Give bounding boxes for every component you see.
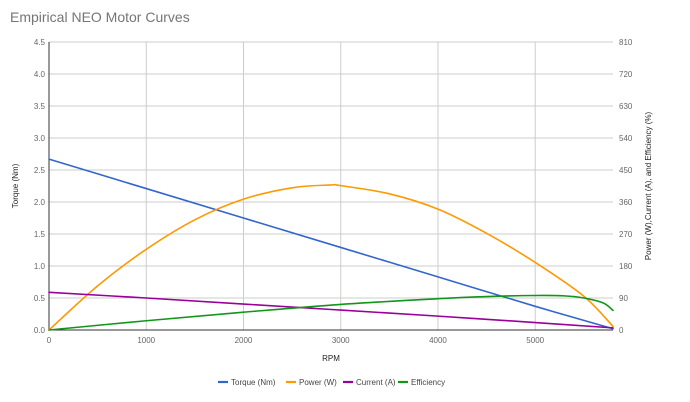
- x-tick-label: 3000: [332, 336, 350, 345]
- chart-axes: [48, 42, 613, 331]
- y-right-axis-label: Power (W),Current (A), and Efficiency (%…: [644, 112, 653, 261]
- chart-legend: Torque (Nm) Power (W) Current (A) Efficienc…: [218, 378, 445, 387]
- x-tick-label: 4000: [429, 336, 447, 345]
- legend-label-current-a: Current (A): [356, 378, 396, 387]
- y-left-tick-label: 0.0: [34, 326, 46, 335]
- series-line-power-w: [48, 183, 614, 331]
- legend-label-power-w: Power (W): [299, 378, 337, 387]
- y-left-tick-label: 1.5: [34, 230, 46, 239]
- series-line-efficiency: [48, 294, 614, 331]
- y-left-axis-label: Torque (Nm): [11, 163, 20, 208]
- series-line-torque-nm: [48, 158, 614, 330]
- x-tick-label: 1000: [137, 336, 155, 345]
- y-right-tick-label: 180: [619, 262, 633, 271]
- x-tick-label: 0: [47, 336, 52, 345]
- y-left-tick-label: 3.5: [34, 102, 46, 111]
- y-left-tick-label: 1.0: [34, 262, 46, 271]
- chart-title: Empirical NEO Motor Curves: [10, 9, 190, 25]
- legend-label-torque-nm: Torque (Nm): [231, 378, 276, 387]
- y-right-tick-label: 0: [619, 326, 624, 335]
- x-tick-label: 2000: [235, 336, 253, 345]
- legend-label-efficiency: Efficiency: [411, 378, 445, 387]
- y-right-tick-label: 720: [619, 70, 633, 79]
- y-left-tick-label: 3.0: [34, 134, 46, 143]
- y-right-tick-label: 360: [619, 198, 633, 207]
- y-left-tick-label: 0.5: [34, 294, 46, 303]
- y-right-tick-label: 540: [619, 134, 633, 143]
- y-right-tick-label: 630: [619, 102, 633, 111]
- x-tick-label: 5000: [526, 336, 544, 345]
- y-right-tick-label: 810: [619, 38, 633, 47]
- y-right-tick-label: 270: [619, 230, 633, 239]
- series-line-current-a: [48, 291, 614, 329]
- y-left-tick-label: 4.5: [34, 38, 46, 47]
- y-right-tick-label: 90: [619, 294, 628, 303]
- chart-series: [48, 158, 614, 331]
- y-left-tick-label: 2.5: [34, 166, 46, 175]
- x-axis-label: RPM: [322, 354, 340, 363]
- y-left-tick-label: 4.0: [34, 70, 46, 79]
- y-right-tick-label: 450: [619, 166, 633, 175]
- chart-ticks: 0.0 0.5 1.0 1.5 2.0 2.5 3.0 3.5 4.0 4.5 0 90 180 270 3…: [34, 38, 633, 345]
- y-left-tick-label: 2.0: [34, 198, 46, 207]
- chart-grid: [49, 41, 613, 330]
